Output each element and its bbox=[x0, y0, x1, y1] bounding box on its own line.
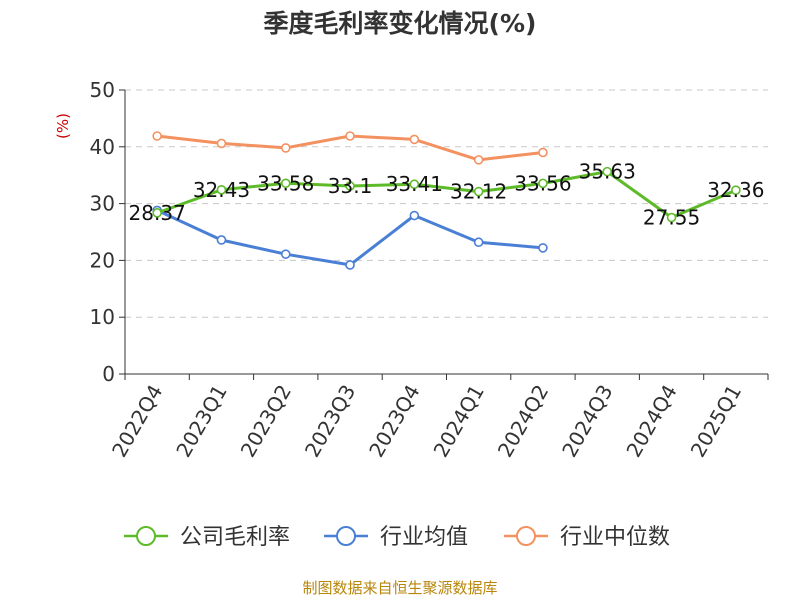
data-label: 32.36 bbox=[707, 178, 764, 202]
legend-label: 行业均值 bbox=[380, 525, 468, 550]
data-label: 32.12 bbox=[450, 180, 507, 204]
data-point bbox=[538, 147, 548, 158]
data-point bbox=[345, 181, 355, 191]
data-label: 35.63 bbox=[579, 160, 636, 184]
x-tick-label: 2024Q4 bbox=[621, 381, 681, 462]
axes: 0 10 20 30 40 50 2022Q4 2023Q1 2023Q2 2023Q3 2023Q… bbox=[90, 78, 769, 462]
data-point bbox=[216, 184, 227, 195]
x-tick-label: 2024Q3 bbox=[557, 381, 617, 462]
legend-marker bbox=[516, 526, 536, 546]
data-point bbox=[280, 143, 291, 153]
data-point bbox=[216, 235, 227, 245]
y-tick-label: 40 bbox=[90, 135, 115, 159]
data-point bbox=[538, 243, 548, 253]
data-labels: 28.37 32.43 33.58 33.1 33.41 32.12 33.56 35.63 2… bbox=[129, 160, 765, 230]
y-tick-label: 20 bbox=[90, 248, 115, 272]
data-point bbox=[216, 138, 227, 149]
data-point bbox=[152, 131, 162, 141]
x-tick-label: 2023Q2 bbox=[236, 381, 296, 462]
data-point bbox=[666, 212, 677, 223]
legend-marker bbox=[336, 526, 356, 546]
source-note: 制图数据来自恒生聚源数据库 bbox=[302, 579, 497, 597]
y-axis-label: (%) bbox=[54, 113, 72, 139]
y-tick-label: 30 bbox=[90, 192, 115, 216]
y-tick-label: 10 bbox=[90, 305, 115, 329]
data-label: 33.41 bbox=[386, 172, 443, 196]
series-line bbox=[156, 170, 737, 219]
x-tick-label: 2024Q2 bbox=[493, 381, 553, 462]
gridlines bbox=[125, 89, 768, 318]
x-tick-label: 2024Q1 bbox=[429, 381, 489, 462]
chart-title: 季度毛利率变化情况(%) bbox=[264, 9, 537, 38]
data-point bbox=[731, 185, 741, 195]
legend-label: 公司毛利率 bbox=[180, 525, 290, 550]
x-tick-label: 2023Q3 bbox=[300, 381, 360, 462]
data-label: 33.1 bbox=[328, 174, 373, 198]
x-tick-label: 2023Q1 bbox=[171, 381, 231, 462]
data-point bbox=[473, 155, 484, 165]
data-label: 32.43 bbox=[193, 178, 250, 202]
y-tick-label: 0 bbox=[102, 362, 115, 386]
series-layer bbox=[152, 131, 741, 270]
data-point bbox=[280, 249, 291, 259]
series-line bbox=[156, 209, 544, 267]
legend-marker bbox=[136, 526, 156, 546]
data-point bbox=[473, 186, 484, 197]
data-point bbox=[280, 178, 291, 189]
data-label: 27.55 bbox=[643, 206, 700, 230]
data-label: 33.58 bbox=[257, 171, 314, 195]
legend-label: 行业中位数 bbox=[560, 525, 670, 550]
data-label: 33.56 bbox=[514, 171, 571, 195]
data-point bbox=[409, 210, 420, 221]
data-point bbox=[152, 208, 162, 218]
legend: 公司毛利率 行业均值 行业中位数 bbox=[124, 525, 670, 550]
data-point bbox=[345, 131, 355, 141]
data-point bbox=[345, 260, 355, 270]
x-tick-label: 2022Q4 bbox=[107, 381, 167, 462]
data-point bbox=[409, 134, 420, 145]
y-tick-label: 50 bbox=[90, 78, 115, 102]
x-tick-label: 2025Q1 bbox=[686, 381, 746, 462]
x-tick-label: 2023Q4 bbox=[364, 381, 424, 462]
data-point bbox=[602, 166, 613, 177]
data-point bbox=[409, 179, 420, 190]
data-label: 28.37 bbox=[129, 201, 186, 225]
data-point bbox=[538, 178, 548, 189]
data-point bbox=[473, 237, 484, 248]
